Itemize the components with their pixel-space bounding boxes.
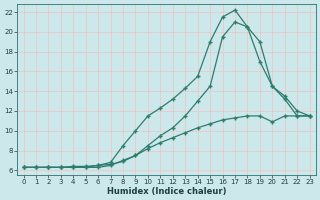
X-axis label: Humidex (Indice chaleur): Humidex (Indice chaleur) xyxy=(107,187,226,196)
